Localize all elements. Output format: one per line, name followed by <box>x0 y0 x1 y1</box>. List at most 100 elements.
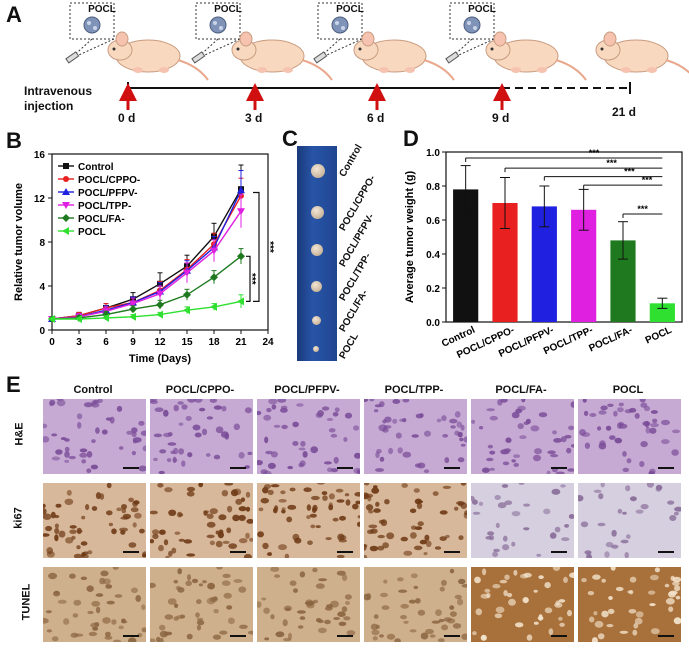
y-tick-label: 0 <box>39 326 45 337</box>
series-line <box>52 256 241 319</box>
y-tick-label: 0.8 <box>426 182 440 193</box>
histology-column-label: POCL/CPPO- <box>145 384 255 396</box>
histology-image-he <box>256 398 361 475</box>
tumor-control <box>311 164 325 178</box>
data-point <box>62 227 69 235</box>
y-tick-label: 0.0 <box>426 318 440 329</box>
data-point <box>63 176 69 182</box>
y-tick-label: 0.2 <box>426 284 440 295</box>
histology-image-ki67 <box>149 482 254 559</box>
legend-label: POCL <box>78 227 106 238</box>
histology-image-tunel <box>149 566 254 643</box>
injection-label-2: injection <box>24 99 73 113</box>
histology-image-he <box>577 398 682 475</box>
tumor-cppo <box>311 206 324 219</box>
histology-column-label: POCL <box>573 384 683 396</box>
day-label-21: 21 d <box>612 105 636 119</box>
x-tick-label: 9 <box>130 337 136 348</box>
data-point <box>129 313 136 321</box>
significance-mark: *** <box>624 167 635 177</box>
tumor-pocl <box>313 346 319 352</box>
histology-image-tunel <box>363 566 468 643</box>
significance-mark: *** <box>637 204 648 214</box>
histology-column-label: POCL/TPP- <box>359 384 469 396</box>
y-tick-label: 12 <box>34 194 46 205</box>
pocl-label-3: POCL <box>328 4 372 15</box>
histology-image-he <box>42 398 147 475</box>
x-axis-label: Time (Days) <box>129 353 191 365</box>
significance-mark: *** <box>246 273 257 285</box>
legend-label: POCL/PFPV- <box>78 188 137 199</box>
y-tick-label: 0.4 <box>426 250 440 261</box>
histology-row-label: H&E <box>14 422 26 445</box>
series-fa <box>48 249 245 323</box>
injection-label-1: Intravenous <box>24 84 92 98</box>
legend-label: POCL/TPP- <box>78 201 131 212</box>
histology-image-he <box>470 398 575 475</box>
tumor-pfpv <box>311 244 323 256</box>
histology-image-tunel <box>470 566 575 643</box>
y-axis-label: Relative tumor volume <box>13 183 25 301</box>
significance-mark: *** <box>264 241 275 253</box>
tumor-volume-chart: 0 3 6 9 12 15 18 21 24 0 4 8 12 16 Time (Days) Relative… <box>0 140 285 370</box>
pocl-label-2: POCL <box>206 4 250 15</box>
histology-column-label: Control <box>38 384 148 396</box>
legend-label: Control <box>78 162 114 173</box>
histology-image-tunel <box>256 566 361 643</box>
x-tick-label: POCL <box>644 325 674 347</box>
pocl-label-1: POCL <box>80 4 124 15</box>
x-tick-label: 15 <box>181 337 193 348</box>
day-label-6: 6 d <box>367 111 384 125</box>
x-tick-label: 3 <box>76 337 82 348</box>
data-point <box>156 311 163 319</box>
histology-image-ki67 <box>470 482 575 559</box>
x-tick-label: 6 <box>103 337 109 348</box>
significance-mark: *** <box>606 158 617 168</box>
x-tick-label: POCL/FA- <box>587 325 634 355</box>
photo-label-control: Control <box>337 143 364 179</box>
day-label-0: 0 d <box>118 111 135 125</box>
histology-column-label: POCL/PFPV- <box>252 384 362 396</box>
histology-image-ki67 <box>363 482 468 559</box>
timeline-graphic <box>0 0 689 130</box>
legend-label: POCL/FA- <box>78 214 125 225</box>
histology-row-label: TUNEL <box>20 584 32 621</box>
histology-image-ki67 <box>577 482 682 559</box>
y-tick-label: 16 <box>34 150 46 161</box>
histology-column-label: POCL/FA- <box>466 384 576 396</box>
significance-mark: *** <box>642 175 653 185</box>
day-label-3: 3 d <box>245 111 262 125</box>
data-point <box>62 214 70 222</box>
histology-image-he <box>363 398 468 475</box>
y-axis-label: Average tumor weight (g) <box>404 171 416 304</box>
y-tick-label: 1.0 <box>426 148 440 159</box>
histology-image-he <box>149 398 254 475</box>
y-tick-label: 0.6 <box>426 216 440 227</box>
tumor-photo <box>297 146 337 361</box>
histology-image-ki67 <box>42 482 147 559</box>
legend-label: POCL/CPPO- <box>78 175 140 186</box>
tumor-fa <box>312 316 321 325</box>
x-tick-label: 12 <box>154 337 166 348</box>
day-label-9: 9 d <box>492 111 509 125</box>
histology-row-label: ki67 <box>13 507 25 528</box>
tumor-tpp <box>311 281 322 292</box>
x-tick-label: 21 <box>235 337 247 348</box>
histology-image-tunel <box>577 566 682 643</box>
significance-mark: *** <box>589 148 600 158</box>
x-tick-label: 24 <box>262 337 274 348</box>
significance-bracket <box>253 193 259 302</box>
data-point <box>183 291 191 299</box>
histology-image-tunel <box>42 566 147 643</box>
panel-label-e: E <box>6 372 21 398</box>
pocl-label-4: POCL <box>460 4 504 15</box>
data-point <box>156 301 164 309</box>
x-tick-label: 18 <box>208 337 220 348</box>
tumor-weight-chart: 0.0 0.2 0.4 0.6 0.8 1.0 Average tumor weight (… <box>400 140 689 372</box>
data-point <box>63 163 69 169</box>
photo-label-pocl: POCL <box>337 331 360 361</box>
histology-image-ki67 <box>256 482 361 559</box>
x-tick-label: 0 <box>49 337 55 348</box>
y-tick-label: 8 <box>39 238 45 249</box>
data-point <box>129 305 137 313</box>
